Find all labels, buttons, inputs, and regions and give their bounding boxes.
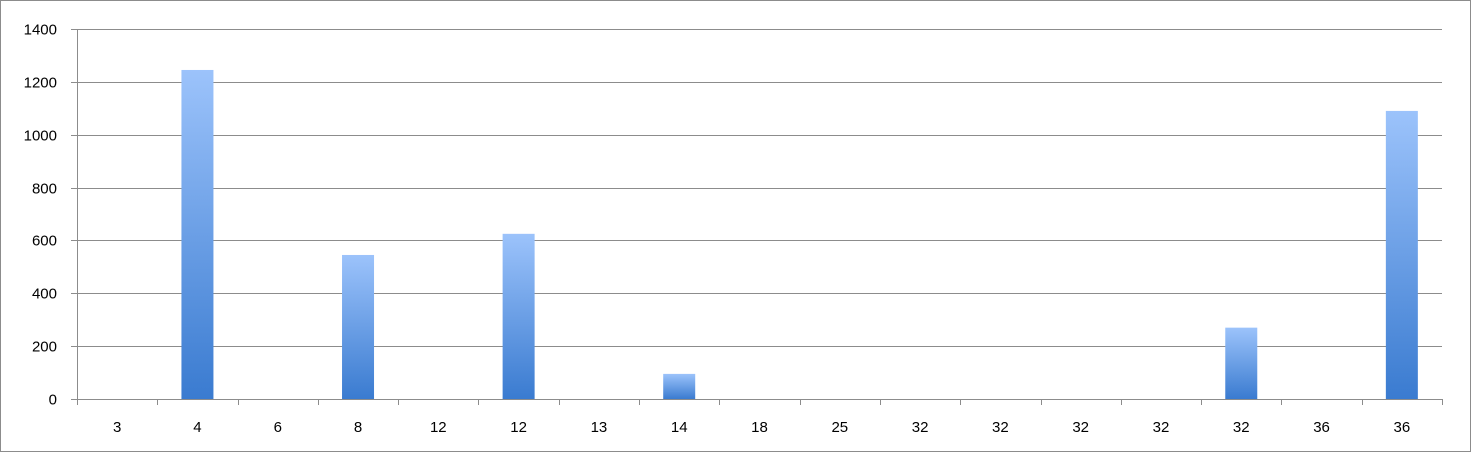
bar-8	[663, 373, 696, 399]
bar-17	[1385, 110, 1418, 399]
x-tick-label: 18	[751, 419, 768, 436]
x-tick-label: 4	[193, 419, 201, 436]
axes	[71, 29, 1443, 405]
x-tick-label: 3	[113, 419, 121, 436]
x-tick-label: 36	[1313, 419, 1330, 436]
y-tick-label: 1400	[24, 22, 57, 39]
x-tick-label: 32	[912, 419, 929, 436]
bar-15	[1225, 327, 1258, 399]
x-tick-label: 14	[671, 419, 688, 436]
x-tick-label: 8	[354, 419, 362, 436]
bar-2	[181, 69, 214, 399]
x-tick-label: 32	[992, 419, 1009, 436]
x-tick-label: 32	[1153, 419, 1170, 436]
x-tick-label: 6	[274, 419, 282, 436]
x-tick-label: 25	[831, 419, 848, 436]
x-tick-label: 12	[430, 419, 447, 436]
x-tick-label: 13	[591, 419, 608, 436]
x-tick-label: 36	[1394, 419, 1411, 436]
y-tick-label: 600	[32, 233, 57, 250]
y-tick-label: 800	[32, 181, 57, 198]
x-tick-label: 12	[510, 419, 527, 436]
bar-4	[342, 254, 375, 399]
bar-6	[502, 233, 535, 399]
x-tick-label: 32	[1072, 419, 1089, 436]
y-tick-label: 1000	[24, 128, 57, 145]
tick-labels: 0 200 400 600 800 1000 1200 1400 3 4 6 8 12 12 13 14 18 2…	[24, 22, 1411, 437]
gridlines	[77, 29, 1442, 347]
y-tick-label: 0	[49, 392, 57, 409]
y-tick-label: 400	[32, 286, 57, 303]
y-tick-label: 200	[32, 339, 57, 356]
x-tick-label: 32	[1233, 419, 1250, 436]
y-tick-label: 1200	[24, 75, 57, 92]
bars	[181, 69, 1418, 399]
